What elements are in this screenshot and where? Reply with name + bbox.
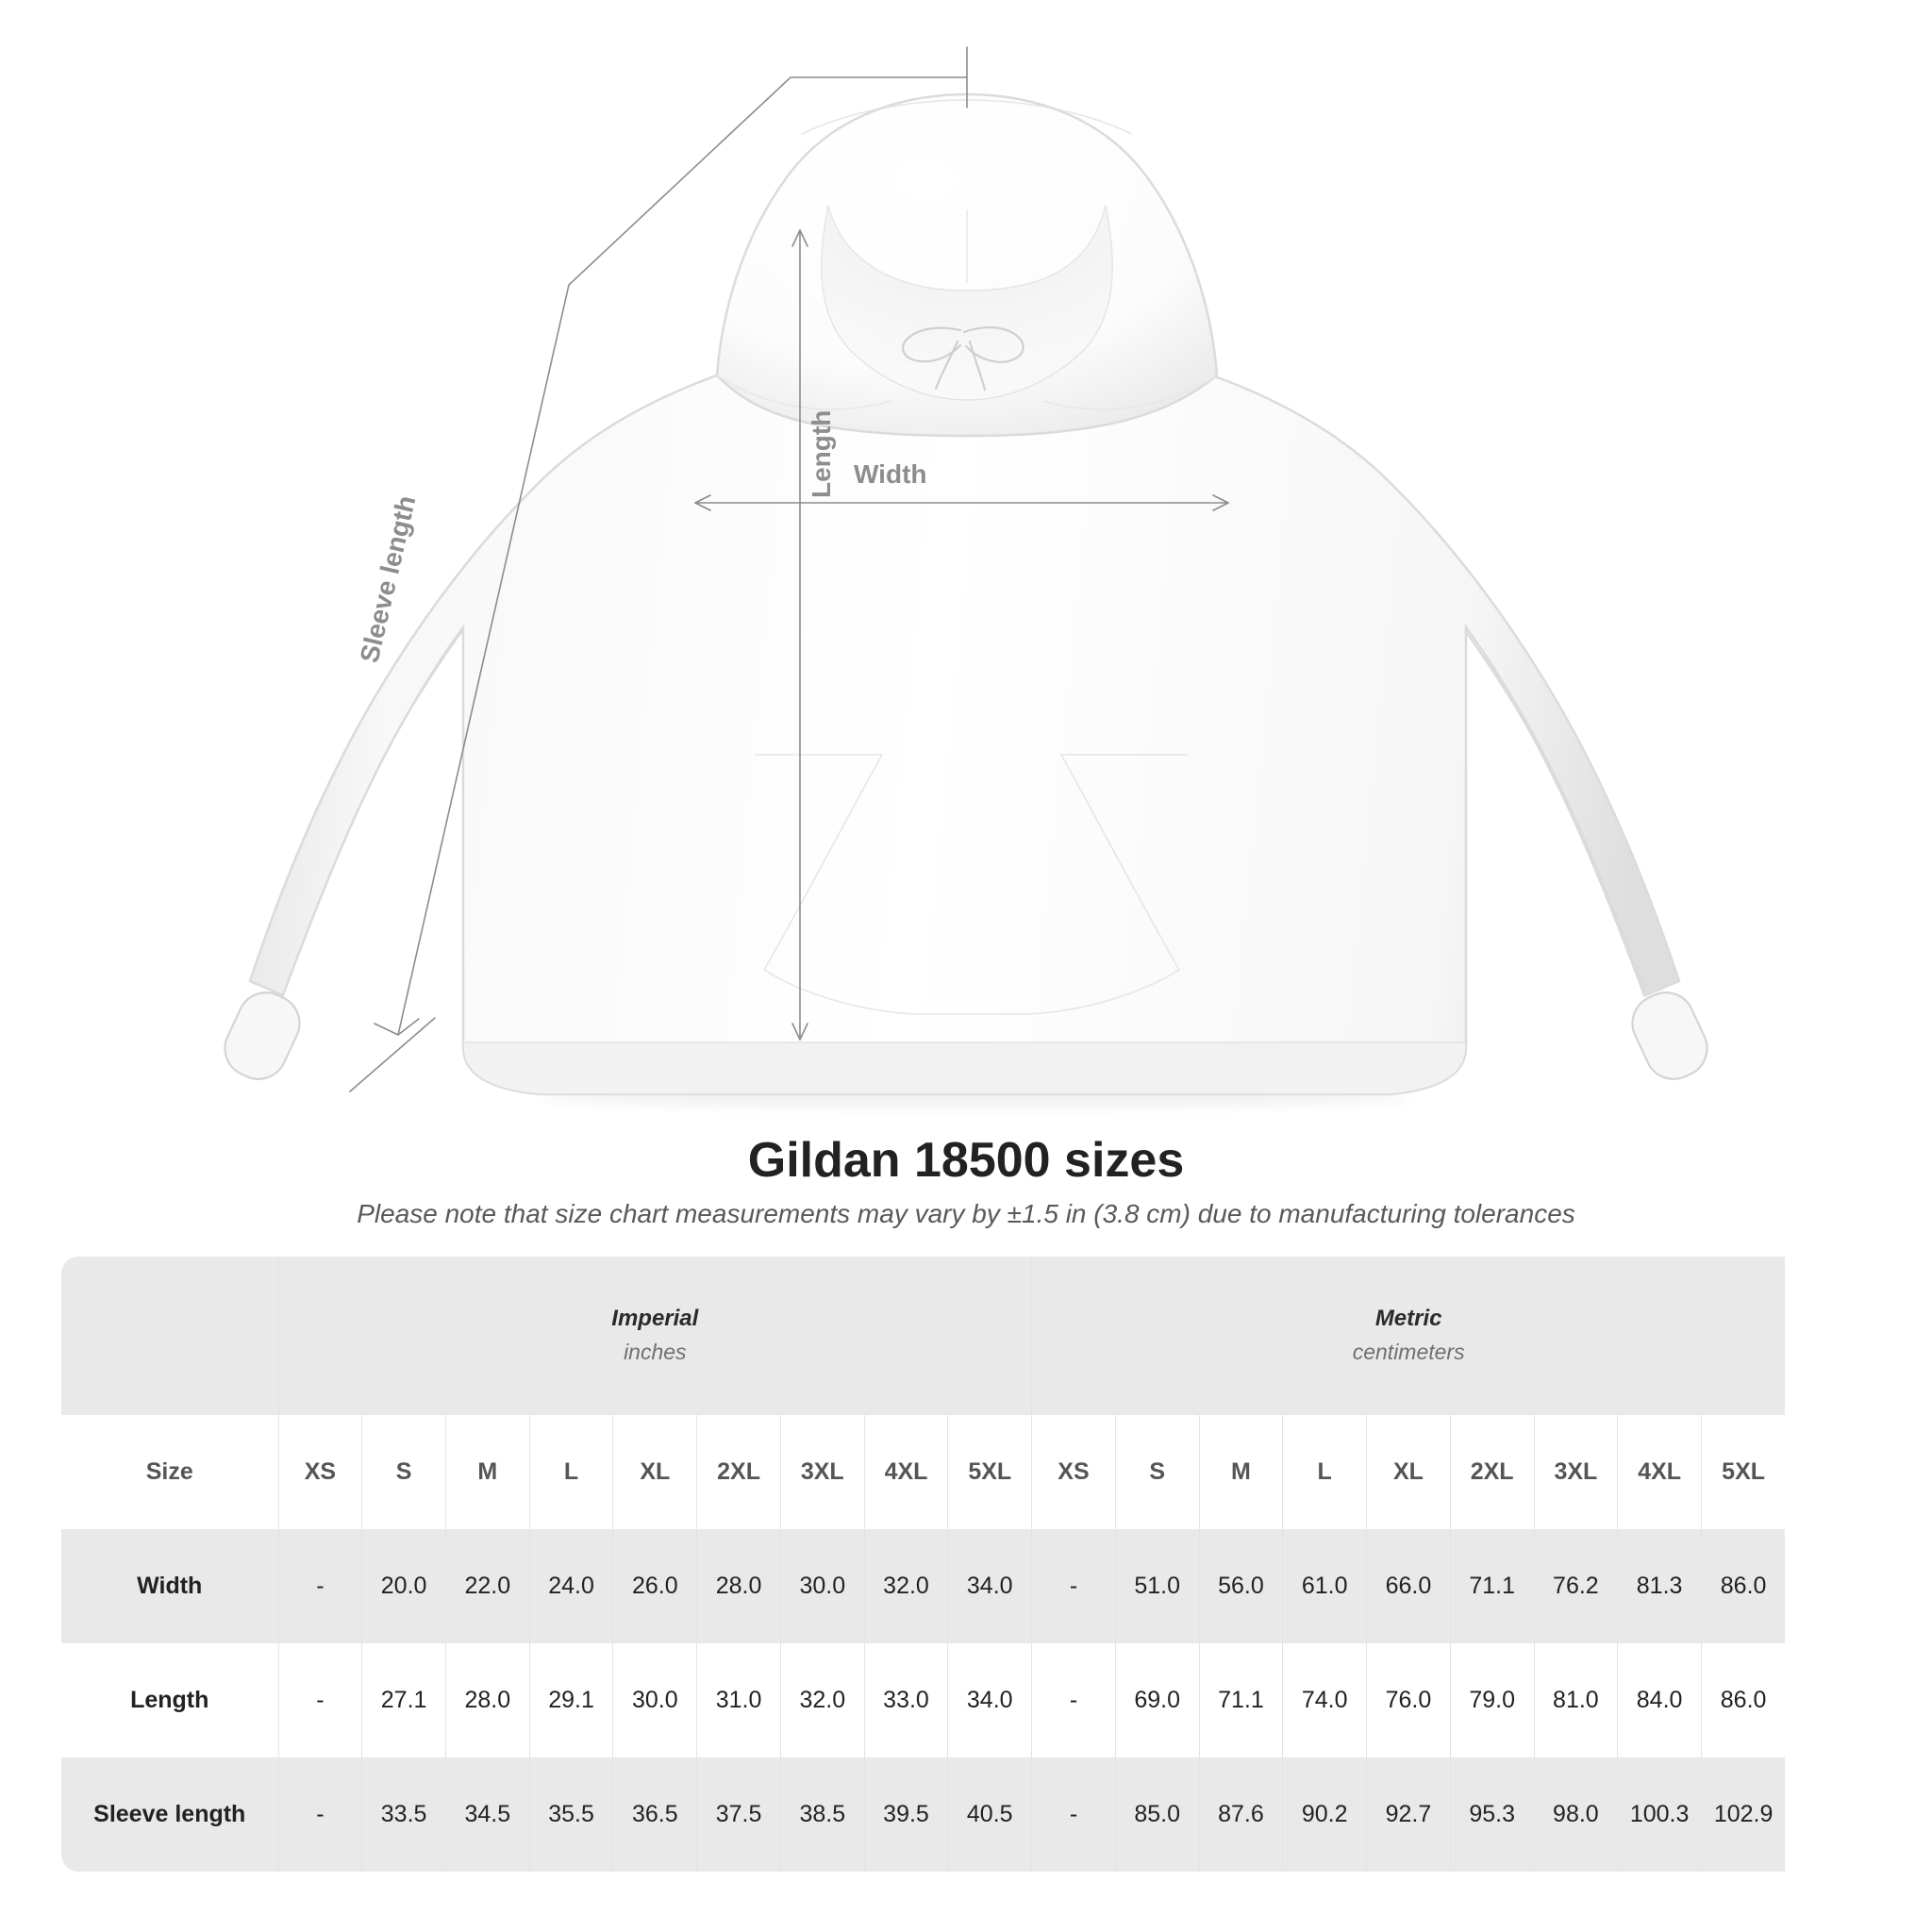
svg-text:Length: Length <box>807 410 836 498</box>
svg-text:Width: Width <box>854 459 927 489</box>
